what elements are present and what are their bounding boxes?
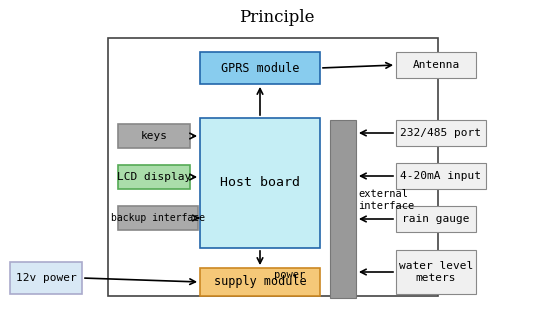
Bar — [108, 38, 438, 296]
Bar — [200, 52, 320, 84]
Text: keys: keys — [141, 131, 167, 141]
Bar — [10, 262, 82, 294]
Bar — [330, 120, 356, 298]
Bar — [396, 163, 486, 189]
Text: 12v power: 12v power — [16, 273, 76, 283]
Text: Antenna: Antenna — [412, 60, 460, 70]
Bar — [396, 206, 476, 232]
Text: power: power — [274, 270, 306, 280]
Bar — [118, 124, 190, 148]
Text: rain gauge: rain gauge — [402, 214, 470, 224]
Bar — [200, 268, 320, 296]
Text: water level
meters: water level meters — [399, 261, 473, 283]
Bar — [200, 118, 320, 248]
Bar — [118, 165, 190, 189]
Text: Host board: Host board — [220, 176, 300, 189]
Text: supply module: supply module — [214, 275, 306, 289]
Text: 232/485 port: 232/485 port — [401, 128, 481, 138]
Text: LCD display: LCD display — [117, 172, 191, 182]
Text: 4-20mA input: 4-20mA input — [401, 171, 481, 181]
Text: Principle: Principle — [239, 9, 315, 26]
Text: external
interface: external interface — [358, 189, 414, 211]
Text: backup interface: backup interface — [111, 213, 205, 223]
Bar — [396, 120, 486, 146]
Bar — [118, 206, 198, 230]
Bar — [396, 52, 476, 78]
Text: GPRS module: GPRS module — [221, 62, 299, 75]
Bar — [396, 250, 476, 294]
